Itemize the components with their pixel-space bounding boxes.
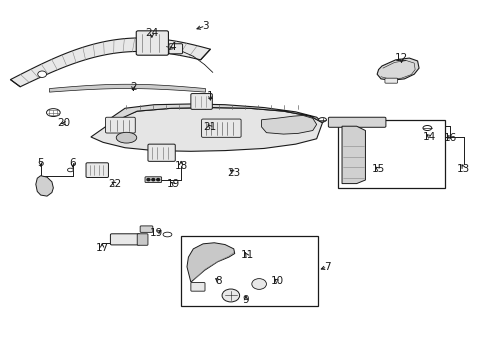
Text: 21: 21	[203, 122, 217, 132]
Text: 8: 8	[215, 276, 222, 286]
Text: 23: 23	[227, 168, 240, 178]
Text: 22: 22	[108, 179, 122, 189]
Polygon shape	[10, 38, 210, 87]
FancyBboxPatch shape	[140, 226, 153, 232]
FancyBboxPatch shape	[137, 234, 148, 245]
Polygon shape	[376, 58, 418, 80]
Circle shape	[251, 279, 266, 289]
Circle shape	[152, 179, 155, 181]
Text: 3: 3	[202, 21, 208, 31]
Ellipse shape	[318, 118, 326, 122]
Text: 19: 19	[150, 228, 163, 238]
FancyBboxPatch shape	[190, 94, 212, 109]
FancyBboxPatch shape	[110, 234, 140, 245]
Polygon shape	[49, 84, 205, 92]
Polygon shape	[110, 104, 322, 123]
Text: 12: 12	[394, 53, 407, 63]
Ellipse shape	[422, 126, 431, 131]
Text: 2: 2	[130, 82, 136, 92]
Circle shape	[38, 71, 46, 77]
Text: 5: 5	[37, 158, 44, 168]
Polygon shape	[186, 243, 234, 282]
Text: 15: 15	[371, 164, 385, 174]
FancyBboxPatch shape	[105, 117, 135, 133]
Text: 9: 9	[242, 295, 249, 305]
FancyBboxPatch shape	[86, 163, 108, 177]
Text: 11: 11	[240, 250, 253, 260]
Text: 1: 1	[206, 91, 213, 101]
FancyBboxPatch shape	[201, 119, 241, 137]
FancyBboxPatch shape	[136, 31, 168, 55]
FancyBboxPatch shape	[190, 283, 204, 291]
Text: 16: 16	[443, 133, 456, 143]
Polygon shape	[341, 126, 365, 184]
Text: 17: 17	[95, 243, 108, 253]
Text: 18: 18	[174, 161, 187, 171]
Text: 14: 14	[422, 132, 435, 142]
Circle shape	[222, 289, 239, 302]
Polygon shape	[36, 176, 53, 196]
Text: 20: 20	[58, 118, 70, 128]
Text: 13: 13	[456, 163, 469, 174]
FancyBboxPatch shape	[148, 144, 175, 161]
FancyBboxPatch shape	[168, 44, 182, 54]
Ellipse shape	[116, 132, 137, 143]
Ellipse shape	[46, 109, 60, 117]
Circle shape	[157, 179, 159, 181]
Circle shape	[147, 179, 150, 181]
Bar	[181, 236, 317, 306]
Ellipse shape	[67, 168, 73, 172]
Polygon shape	[91, 108, 322, 151]
Text: 7: 7	[324, 262, 330, 272]
Ellipse shape	[163, 232, 171, 237]
FancyBboxPatch shape	[145, 177, 161, 183]
Text: 10: 10	[270, 276, 283, 286]
Text: 6: 6	[69, 158, 76, 168]
Polygon shape	[261, 116, 316, 134]
Text: 24: 24	[145, 28, 158, 38]
FancyBboxPatch shape	[384, 78, 397, 83]
FancyBboxPatch shape	[328, 117, 385, 127]
Bar	[337, 120, 445, 188]
Text: 19: 19	[167, 179, 180, 189]
Text: 4: 4	[169, 42, 175, 52]
